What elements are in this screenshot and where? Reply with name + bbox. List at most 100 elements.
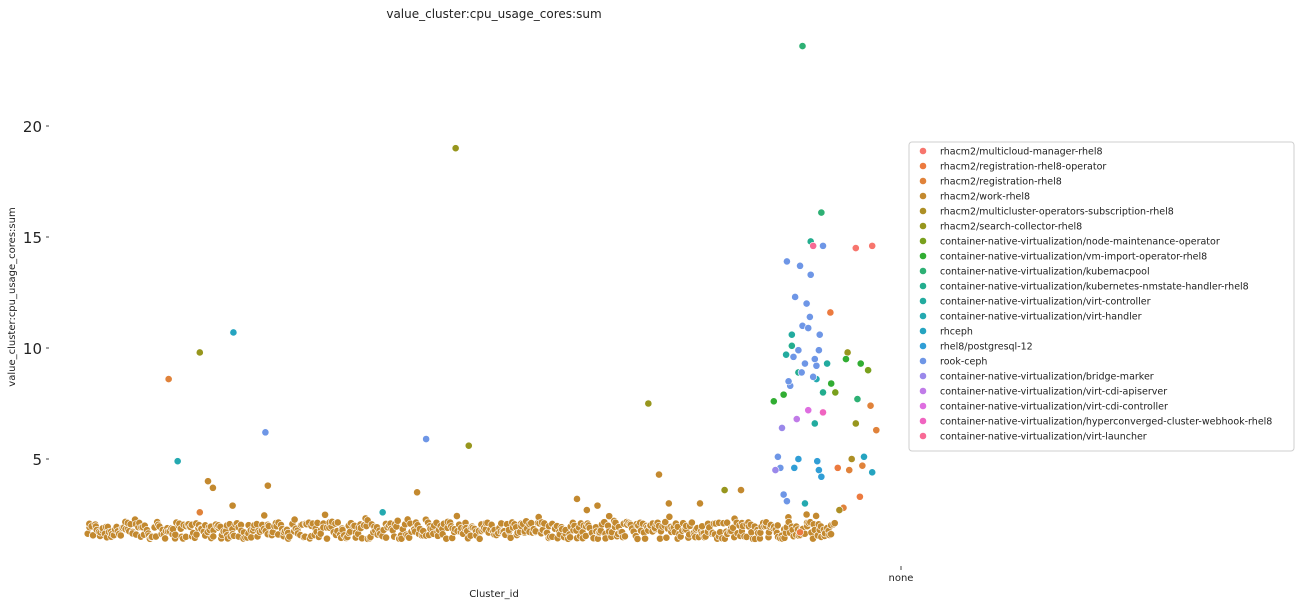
background-point [827,530,835,539]
legend-marker-6 [919,237,927,245]
legend-label-7: container-native-virtualization/vm-impor… [940,252,1207,263]
background-point [687,518,696,527]
y-tick-label-0: 5 [32,451,42,469]
background-point [116,531,125,540]
point-series-4-1 [847,455,856,463]
background-point [656,534,664,543]
point-series-14-16 [783,497,791,506]
background-point [475,534,484,543]
background-points [83,510,839,543]
legend-marker-8 [919,267,927,275]
point-series-15-1 [778,424,786,432]
point-series-14-2 [783,257,791,266]
point-series-5-2 [464,441,473,450]
legend-label-19: container-native-virtualization/virt-lau… [940,432,1147,443]
legend-label-11: container-native-virtualization/virt-han… [940,312,1142,323]
point-series-3-7 [655,470,663,479]
background-point [662,533,671,542]
point-series-5-4 [720,486,729,494]
point-series-3-9 [696,499,704,508]
legend-label-16: container-native-virtualization/virt-cdi… [940,387,1167,398]
point-series-14-21 [812,361,821,370]
point-series-14-4 [794,346,803,355]
chart-title: value_cluster:cpu_usage_cores:sum [386,7,601,21]
y-axis-label: value_cluster:cpu_usage_cores:sum [7,207,18,386]
y-axis-ticks: 5 10 15 20 [23,118,49,469]
y-tick-label-1: 10 [23,340,42,358]
point-series-14-12 [784,377,793,386]
x-tick-label-0: none [889,573,914,584]
point-series-5-0 [195,348,204,357]
background-point [192,530,201,539]
legend-marker-18 [919,417,927,425]
legend-marker-0 [919,147,927,155]
legend-label-2: rhacm2/registration-rhel8 [940,177,1062,188]
legend-marker-17 [919,402,927,410]
legend-marker-7 [919,252,927,260]
point-series-2-4 [866,401,875,410]
point-series-1-3 [826,308,835,317]
legend-marker-16 [919,387,927,395]
point-series-14-23 [791,293,800,301]
point-series-14-24 [797,368,806,377]
point-series-14-6 [802,299,811,308]
point-series-14-17 [796,261,804,270]
point-series-14-22 [815,330,824,339]
point-series-13-0 [813,457,822,466]
background-point [161,534,169,543]
point-series-12-0 [229,328,238,337]
point-series-0-1 [851,244,860,252]
point-series-13-2 [817,472,826,481]
y-tick-label-2: 15 [23,229,42,247]
background-point [260,511,269,520]
point-series-14-25 [805,313,814,321]
point-series-14-20 [809,372,818,381]
point-series-3-3 [263,481,272,490]
background-point [581,532,590,540]
background-point [285,532,294,541]
legend-label-1: rhacm2/registration-rhel8-operator [940,162,1106,173]
point-series-11-0 [173,457,182,466]
background-point [621,532,629,541]
legend-marker-15 [919,372,927,380]
point-series-3-12 [802,510,811,519]
point-series-14-9 [815,346,823,355]
point-series-7-0 [769,397,778,406]
background-point [247,533,256,542]
point-series-3-11 [582,506,591,514]
background-point [773,521,782,530]
point-series-12-1 [860,452,868,461]
legend-label-14: rook-ceph [940,357,987,368]
legend-marker-3 [919,192,927,200]
point-series-14-13 [774,452,782,461]
legend-marker-13 [919,342,927,350]
background-point [566,533,575,542]
point-series-6-0 [831,388,840,397]
legend-marker-1 [919,162,927,170]
point-series-1-1 [833,463,842,472]
background-point [812,512,821,520]
background-point [661,518,670,526]
point-series-11-3 [801,499,809,508]
point-series-9-0 [787,341,796,350]
point-series-4-0 [835,506,844,514]
point-series-7-3 [842,355,850,363]
point-series-3-4 [413,488,421,497]
point-series-14-15 [779,490,788,499]
legend-marker-10 [919,297,927,305]
background-point [633,534,642,543]
point-series-14-8 [810,355,819,363]
point-series-1-2 [856,492,864,501]
legend-label-18: container-native-virtualization/hypercon… [940,417,1272,428]
legend-label-5: rhacm2/search-collector-rhel8 [940,222,1082,233]
point-series-10-0 [782,350,790,359]
point-series-13-1 [815,466,823,474]
legend-box [908,141,1295,452]
point-series-12-2 [868,468,877,477]
point-series-14-19 [804,324,813,332]
x-axis-label: Cluster_id [469,589,519,600]
point-series-14-1 [422,435,431,443]
point-series-5-3 [644,399,653,408]
point-series-11-1 [378,508,387,517]
